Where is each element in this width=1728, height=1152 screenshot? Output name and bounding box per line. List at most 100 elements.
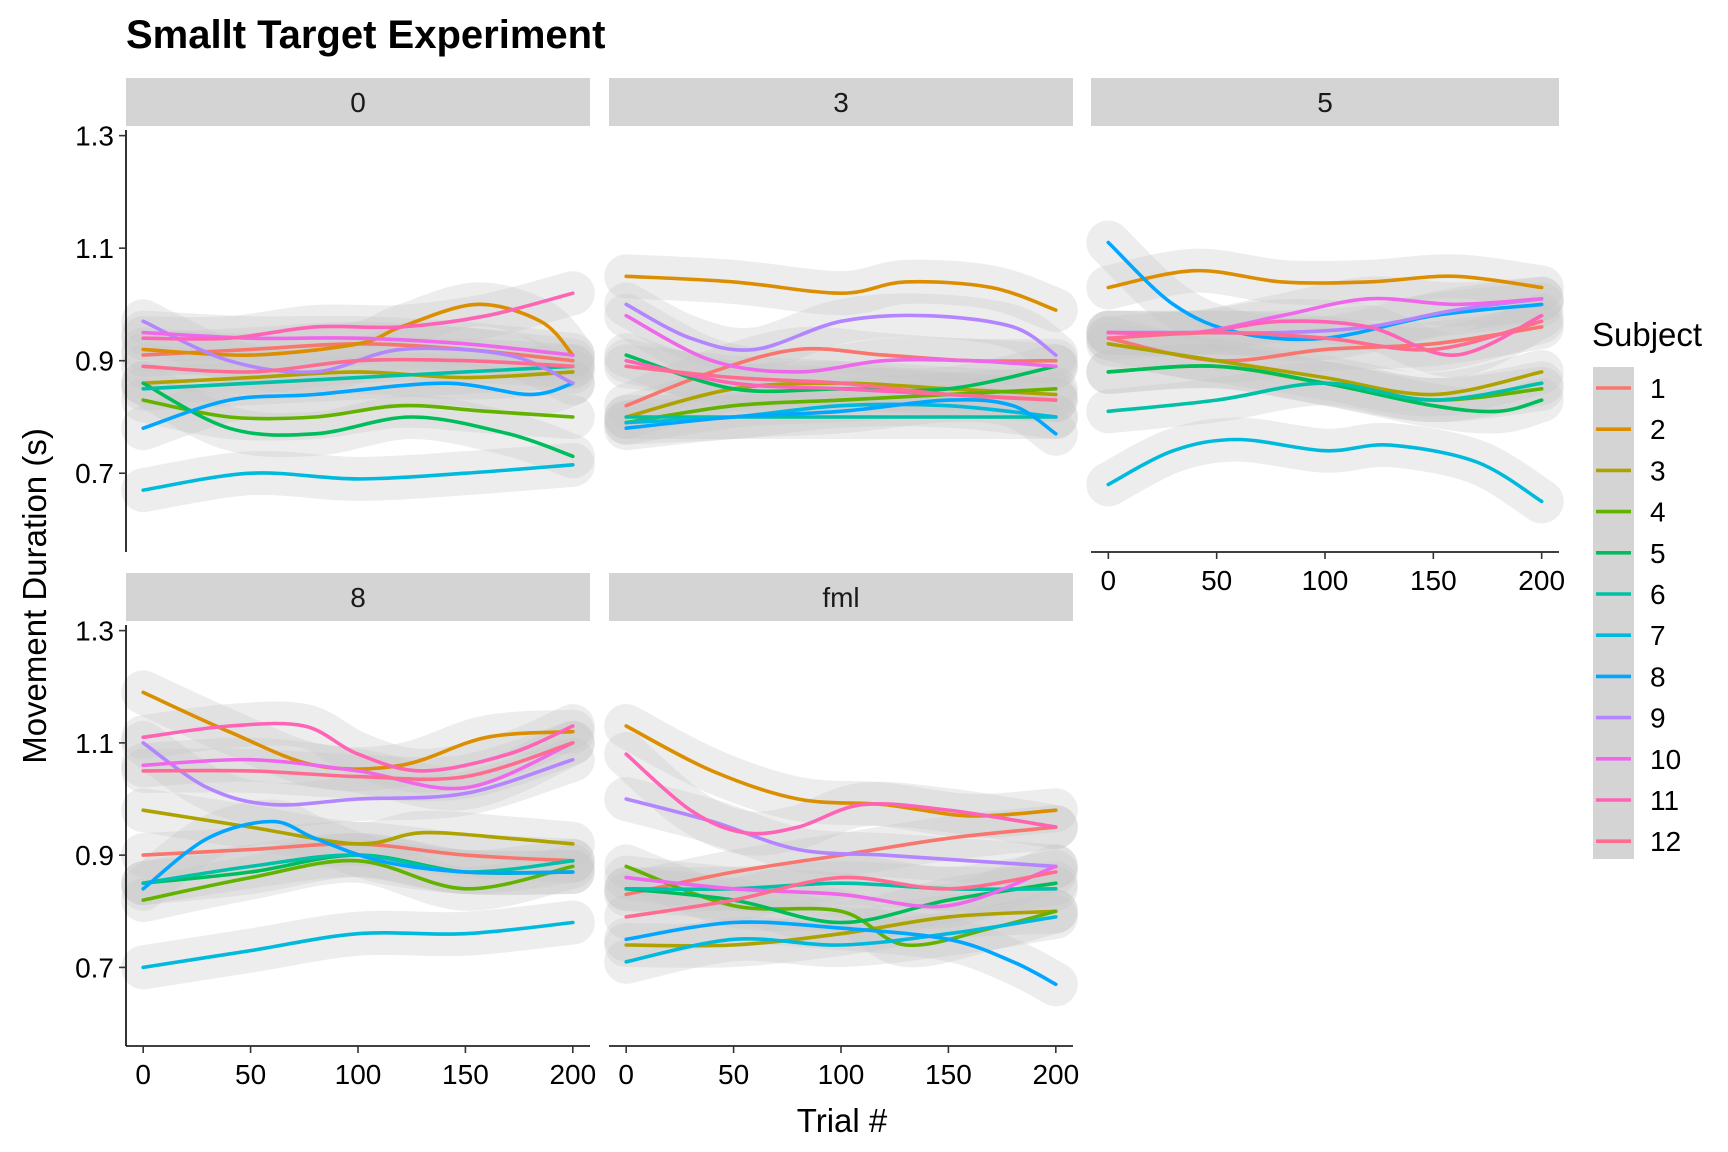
series-line-subject-10 — [141, 330, 575, 357]
series-line-subject-2 — [141, 302, 575, 357]
series-line-subject-4 — [141, 398, 575, 421]
series-line-subject-4 — [624, 387, 1058, 425]
y-tick-label: 0.7 — [75, 952, 114, 983]
series-line-subject-2 — [624, 274, 1058, 312]
series-line-subject-9 — [141, 741, 575, 807]
x-tick-label: 100 — [335, 1059, 382, 1090]
legend-entry-8: 8 — [1596, 661, 1666, 692]
facet-strip-label: 0 — [350, 87, 366, 118]
series-line-subject-8 — [1106, 240, 1544, 342]
chart-title: Smallt Target Experiment — [126, 13, 605, 57]
series-lines — [624, 724, 1058, 987]
x-axis-title: Trial # — [797, 1102, 888, 1139]
series-line-subject-8 — [141, 381, 575, 430]
x-tick-label: 50 — [1201, 565, 1232, 596]
legend-label: 6 — [1650, 579, 1666, 610]
series-line-subject-11 — [141, 291, 575, 341]
legend-key-background — [1593, 367, 1634, 859]
facet-strip — [609, 78, 1073, 126]
legend-entry-4: 4 — [1596, 497, 1666, 528]
series-line-subject-7 — [141, 463, 575, 492]
legend-label: 1 — [1650, 373, 1666, 404]
series-line-subject-8 — [624, 397, 1058, 436]
series-lines — [141, 690, 575, 970]
series-line-subject-8 — [624, 920, 1058, 987]
y-tick-label: 0.7 — [75, 458, 114, 489]
legend-label: 5 — [1650, 538, 1666, 569]
legend-entry-7: 7 — [1596, 620, 1666, 651]
legend-entry-2: 2 — [1596, 414, 1666, 445]
x-tick-label: 150 — [1410, 565, 1457, 596]
x-tick-label: 100 — [1302, 565, 1349, 596]
x-tick-label: 0 — [135, 1059, 151, 1090]
y-tick-label: 1.1 — [75, 233, 114, 264]
series-line-subject-6 — [141, 364, 575, 391]
y-tick-label: 1.1 — [75, 728, 114, 759]
series-lines — [1106, 240, 1544, 504]
series-line-subject-7 — [624, 915, 1058, 964]
series-line-subject-12 — [141, 357, 575, 374]
series-line-subject-8 — [141, 819, 575, 891]
series-line-subject-12 — [624, 364, 1058, 402]
legend-entry-1: 1 — [1596, 373, 1666, 404]
x-tick-label: 50 — [718, 1059, 749, 1090]
series-line-subject-5 — [141, 381, 575, 459]
panels: 00.70.91.11.33 50 50 100 150 20080.70.91.11.3… — [75, 78, 1565, 1090]
x-tick-label: 200 — [1032, 1059, 1079, 1090]
facet-strip-label: fml — [822, 582, 859, 613]
facet-strip — [1091, 78, 1559, 126]
confidence-band-subject-7 — [1086, 417, 1564, 524]
series-line-subject-11 — [624, 752, 1058, 836]
x-tick-label: 200 — [549, 1059, 596, 1090]
legend-entry-6: 6 — [1596, 579, 1666, 610]
legend-label: 2 — [1650, 414, 1666, 445]
legend-label: 9 — [1650, 703, 1666, 734]
series-line-subject-12 — [141, 741, 575, 782]
series-line-subject-3 — [1106, 342, 1544, 397]
series-line-subject-7 — [141, 920, 575, 970]
series-line-subject-9 — [624, 302, 1058, 357]
series-line-subject-10 — [624, 864, 1058, 909]
legend-label: 3 — [1650, 455, 1666, 486]
y-tick-label: 1.3 — [75, 121, 114, 152]
series-line-subject-12 — [624, 870, 1058, 919]
series-line-subject-4 — [141, 858, 575, 902]
legend-entry-10: 10 — [1596, 744, 1681, 775]
y-tick-label: 0.9 — [75, 840, 114, 871]
legend-title: Subject — [1592, 316, 1702, 353]
series-line-subject-12 — [1106, 319, 1544, 352]
legend-entry-12: 12 — [1596, 826, 1681, 857]
series-line-subject-6 — [624, 881, 1058, 892]
series-line-subject-5 — [1106, 364, 1544, 414]
facet-strip — [126, 78, 590, 126]
series-lines — [624, 274, 1058, 436]
series-line-subject-6 — [1106, 381, 1544, 414]
legend-label: 4 — [1650, 497, 1666, 528]
legend-entry-11: 11 — [1596, 785, 1679, 816]
x-tick-label: 200 — [1518, 565, 1565, 596]
panel-8: 8 0.7 0.9 1.1 1.3 0 50 100 150 200 — [75, 573, 596, 1090]
series-line-subject-10 — [624, 313, 1058, 374]
series-lines — [141, 291, 575, 492]
y-tick-label: 1.3 — [75, 616, 114, 647]
legend-label: 10 — [1650, 744, 1681, 775]
y-axis-title: Movement Duration (s) — [16, 428, 53, 764]
series-line-subject-2 — [1106, 268, 1544, 290]
panel-5: 50 50 100 150 200 — [1086, 78, 1565, 596]
x-tick-label: 150 — [442, 1059, 489, 1090]
legend-entry-5: 5 — [1596, 538, 1666, 569]
facet-strip — [609, 573, 1073, 621]
panel-3: 3 — [604, 78, 1078, 456]
legend-label: 8 — [1650, 661, 1666, 692]
legend-label: 7 — [1650, 620, 1666, 651]
x-tick-label: 0 — [618, 1059, 634, 1090]
x-tick-label: 0 — [1101, 565, 1117, 596]
facet-strip — [126, 573, 590, 621]
series-line-subject-3 — [141, 808, 575, 846]
x-tick-label: 100 — [818, 1059, 865, 1090]
series-line-subject-10 — [141, 741, 575, 791]
legend-entry-9: 9 — [1596, 703, 1666, 734]
facet-strip-label: 5 — [1317, 87, 1333, 118]
